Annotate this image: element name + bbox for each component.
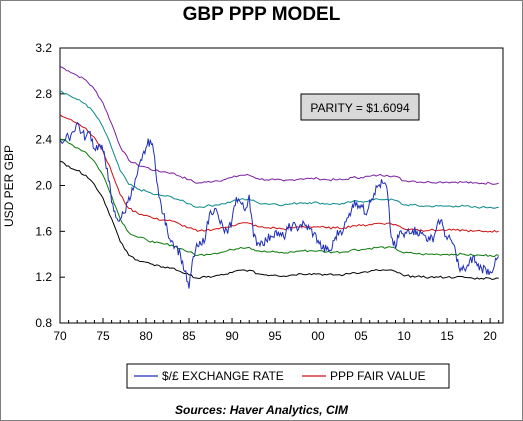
y-tick-label: 1.2	[35, 270, 52, 284]
parity-annotation: PARITY = $1.6094	[300, 93, 420, 121]
parity-label: PARITY = $1.6094	[310, 101, 410, 115]
series-line-exchange-rate	[59, 121, 500, 289]
chart-title: GBP PPP MODEL	[182, 4, 341, 25]
x-tick-label: 00	[311, 329, 325, 343]
y-tick-label: 2.4	[35, 133, 52, 147]
x-tick-label: 10	[397, 329, 411, 343]
x-axis: 70 75 80 85 90 95 00 05 10 15 20	[53, 318, 500, 343]
x-tick-label: 15	[440, 329, 454, 343]
band-plus-2sd	[59, 65, 499, 185]
y-axis: 0.8 1.2 1.6 2.0 2.4 2.8 3.2	[35, 41, 65, 330]
x-tick-label: 75	[96, 329, 110, 343]
series-line-fair-value	[59, 114, 499, 233]
legend-label-exchange: $/£ EXCHANGE RATE	[162, 369, 284, 383]
x-tick-label: 80	[139, 329, 153, 343]
x-tick-label: 95	[268, 329, 282, 343]
y-axis-label: USD PER GBP	[2, 145, 16, 227]
band-minus-2sd	[59, 160, 499, 281]
y-tick-label: 0.8	[35, 316, 52, 330]
source-note: Sources: Haver Analytics, CIM	[175, 403, 348, 417]
x-tick-label: 70	[53, 329, 67, 343]
y-tick-label: 1.6	[35, 224, 52, 238]
y-tick-label: 2.0	[35, 179, 52, 193]
y-tick-label: 3.2	[35, 41, 52, 55]
legend-label-fair-value: PPP FAIR VALUE	[330, 369, 426, 383]
x-tick-label: 20	[483, 329, 497, 343]
band-minus-1sd	[59, 138, 499, 258]
x-tick-label: 05	[354, 329, 368, 343]
band-plus-1sd	[59, 89, 499, 209]
x-tick-label: 85	[182, 329, 196, 343]
legend: $/£ EXCHANGE RATE PPP FAIR VALUE	[126, 363, 450, 389]
x-tick-label: 90	[225, 329, 239, 343]
series-lines	[59, 65, 500, 289]
y-tick-label: 2.8	[35, 87, 52, 101]
plot-area-border	[59, 47, 504, 324]
